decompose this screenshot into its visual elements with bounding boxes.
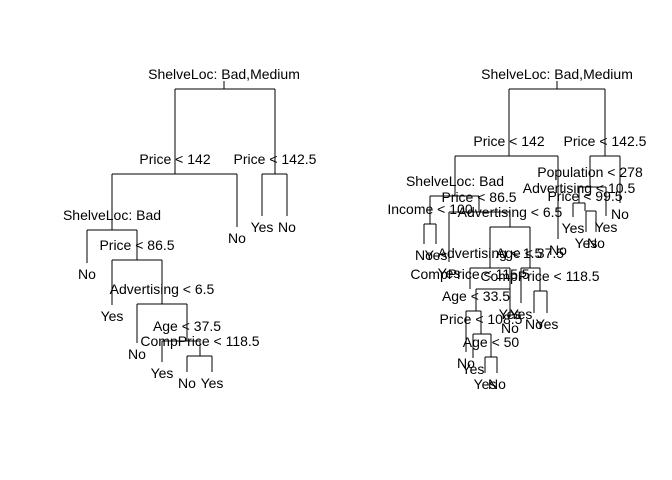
leaf-label-yes: Yes [251,219,274,235]
split-label-price-86-5: Price < 86.5 [99,237,174,253]
leaf-label-no: No [178,375,196,391]
split-label-price-142: Price < 142 [473,133,544,149]
split-label-price-99-5: Price < 99.5 [547,188,622,204]
leaf-label-no: No [501,320,519,336]
split-label-advertising-6-5: Advertising < 6.5 [110,281,215,297]
split-label-advertising-6-5: Advertising < 6.5 [458,204,563,220]
split-label-price-142-5: Price < 142.5 [564,133,647,149]
split-label-age-50: Age < 50 [463,334,520,350]
split-label-shelveloc-bad-medium: ShelveLoc: Bad,Medium [148,66,300,82]
split-label-compprice-118-5: CompPrice < 118.5 [140,333,259,349]
leaf-label-yes: Yes [151,365,174,381]
split-label-price-86-5: Price < 86.5 [441,189,516,205]
leaf-label-no: No [587,235,605,251]
leaf-label-yes: Yes [462,361,485,377]
leaf-label-yes: Yes [201,375,224,391]
split-label-shelveloc-bad-medium: ShelveLoc: Bad,Medium [481,66,633,82]
leaf-label-no: No [611,206,629,222]
left-tree: ShelveLoc: Bad,Medium Price < 142 ShelveLo… [63,66,317,391]
leaf-label-no: No [228,230,246,246]
leaf-label-no: No [549,242,567,258]
split-label-population-278: Population < 278 [537,164,643,180]
leaf-label-yes: Yes [101,308,124,324]
leaf-label-yes: Yes [536,316,559,332]
split-label-age-33-5: Age < 33.5 [442,288,510,304]
right-tree: ShelveLoc: Bad,Medium Price < 142 ShelveLo… [387,66,646,392]
split-label-shelveloc-bad: ShelveLoc: Bad [63,207,161,223]
leaf-label-no: No [278,219,296,235]
split-label-price-142: Price < 142 [139,151,210,167]
split-label-compprice-118-5: CompPrice < 118.5 [480,268,599,284]
leaf-label-yes: Yes [562,220,585,236]
leaf-label-no: No [488,376,506,392]
split-label-shelveloc-bad: ShelveLoc: Bad [406,173,504,189]
split-label-age-37-5: Age < 37.5 [153,318,221,334]
leaf-label-no: No [78,266,96,282]
split-label-price-142-5: Price < 142.5 [234,151,317,167]
